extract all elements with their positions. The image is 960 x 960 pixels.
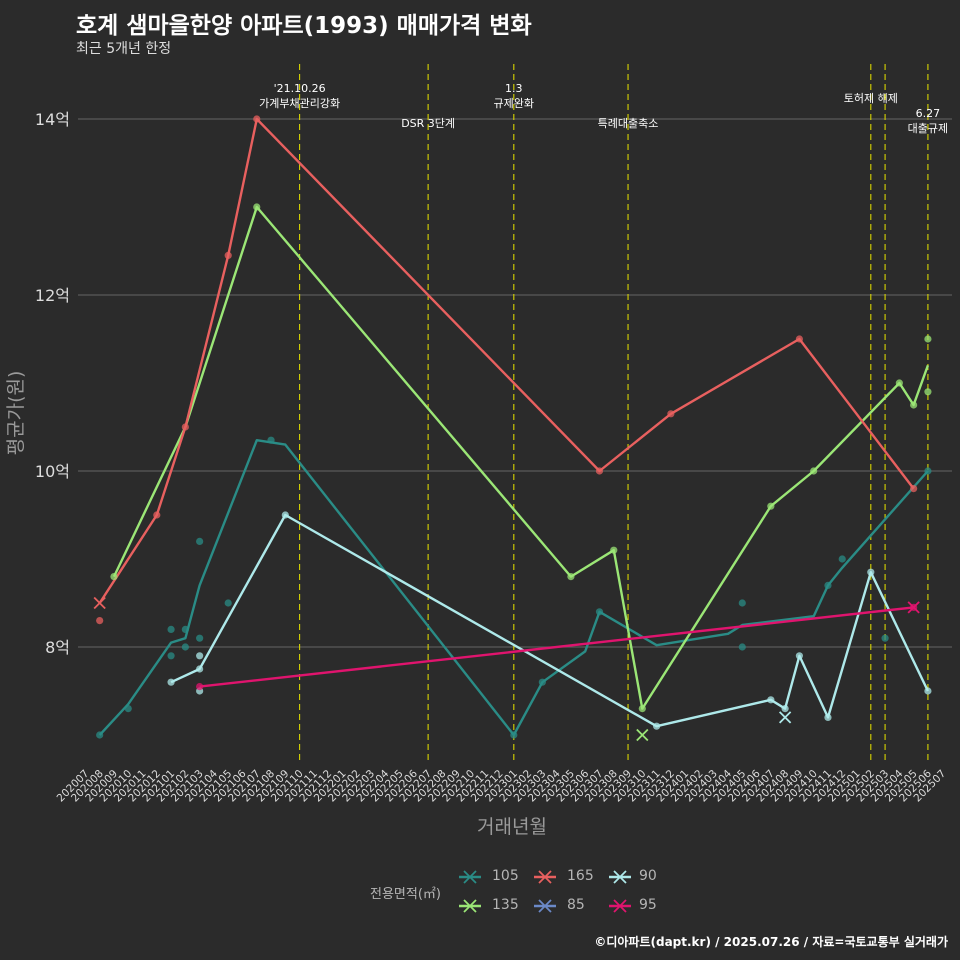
data-point-105 <box>96 731 104 739</box>
data-point-105 <box>181 643 189 651</box>
data-point-90 <box>867 568 875 576</box>
event-label: 6.27 <box>916 107 941 120</box>
x-mark-95 <box>907 601 920 614</box>
data-point-90 <box>196 652 204 660</box>
x-mark-stroke-135 <box>636 728 649 742</box>
data-point-135 <box>924 335 932 343</box>
data-point-105 <box>738 643 746 651</box>
data-point-105 <box>510 731 518 739</box>
data-point-165 <box>667 410 675 418</box>
data-point-135 <box>110 573 118 581</box>
data-point-105 <box>267 436 275 444</box>
data-point-135 <box>810 467 818 475</box>
legend-key-x-85 <box>538 899 552 913</box>
series-line-105 <box>98 439 929 737</box>
data-point-135 <box>910 401 918 409</box>
event-label: 대출규제 <box>908 122 948 135</box>
data-point-105 <box>224 599 232 607</box>
data-point-135 <box>610 546 618 554</box>
y-tick-label: 12억 <box>35 286 70 305</box>
data-point-95 <box>196 683 204 691</box>
legend-label-95: 95 <box>639 897 657 913</box>
data-point-105 <box>838 555 846 563</box>
data-point-105 <box>196 537 204 546</box>
data-point-90 <box>281 511 289 519</box>
data-point-165 <box>153 511 161 519</box>
data-point-105 <box>881 634 889 642</box>
data-point-165 <box>96 617 104 625</box>
legend-label-135: 135 <box>492 897 519 913</box>
data-point-135 <box>253 203 261 211</box>
y-tick-label: 8억 <box>45 638 70 657</box>
data-point-90 <box>781 705 789 713</box>
x-mark-stroke-165 <box>93 596 106 610</box>
legend-key-x-165 <box>538 870 552 884</box>
data-point-90 <box>924 687 932 695</box>
series-line-95 <box>199 606 914 688</box>
x-mark-165 <box>93 596 106 610</box>
y-tick-label: 10억 <box>35 462 70 481</box>
x-mark-135 <box>636 728 649 742</box>
data-point-165 <box>181 423 189 431</box>
data-point-90 <box>167 678 175 686</box>
data-point-165 <box>224 251 232 259</box>
x-mark-stroke-90 <box>778 711 792 724</box>
x-mark-90 <box>778 711 792 724</box>
data-point-135 <box>638 705 646 713</box>
legend-label-85: 85 <box>567 897 585 913</box>
legend-label-105: 105 <box>492 868 519 884</box>
data-point-165 <box>253 115 261 123</box>
event-label: '21.10.26 <box>274 82 326 95</box>
y-axis-title: 평균가(원) <box>5 371 27 456</box>
series-line-135 <box>112 205 930 710</box>
data-point-105 <box>124 705 132 713</box>
series-line-90 <box>170 513 929 728</box>
data-point-105 <box>196 634 204 642</box>
event-label: 가계부채관리강화 <box>259 97 340 110</box>
data-point-90 <box>653 722 661 730</box>
data-point-135 <box>767 502 775 510</box>
chart-subtitle: 최근 5개년 한정 <box>76 41 172 57</box>
chart-title: 호계 샘마을한양 아파트(1993) 매매가격 변화 <box>76 13 532 39</box>
legend-key-x-105 <box>463 870 477 884</box>
event-label: 규제완화 <box>494 97 534 110</box>
data-point-105 <box>738 599 746 607</box>
y-tick-label: 14억 <box>35 110 70 129</box>
x-mark-stroke-95 <box>907 601 920 614</box>
legend-key-x-90 <box>613 870 627 884</box>
data-point-165 <box>595 467 604 475</box>
data-point-90 <box>824 713 832 722</box>
data-point-135 <box>895 379 903 387</box>
data-point-105 <box>924 467 932 475</box>
data-point-105 <box>181 625 189 634</box>
event-label: 1.3 <box>505 82 523 95</box>
data-point-135 <box>924 388 932 396</box>
data-point-90 <box>795 652 804 660</box>
data-point-165 <box>910 485 918 493</box>
data-point-105 <box>824 581 832 590</box>
data-point-90 <box>196 665 204 673</box>
legend-key-x-135 <box>463 899 477 913</box>
event-label: 특례대출축소 <box>598 117 659 130</box>
data-point-135 <box>567 573 575 581</box>
data-point-165 <box>795 335 804 343</box>
legend-key-x-95 <box>613 899 627 913</box>
data-point-105 <box>595 608 604 616</box>
legend-label-165: 165 <box>567 868 594 884</box>
legend-label-90: 90 <box>639 868 657 884</box>
event-label: DSR 3단계 <box>401 117 455 130</box>
data-point-90 <box>767 696 775 704</box>
data-point-105 <box>167 625 175 634</box>
data-point-105 <box>167 652 175 660</box>
legend-title: 전용면적(㎡) <box>370 887 441 902</box>
x-axis-title: 거래년월 <box>477 816 547 838</box>
data-point-105 <box>538 678 546 686</box>
event-label: 토허제 해제 <box>844 91 898 105</box>
chart-caption: ©디아파트(dapt.kr) / 2025.07.26 / 자료=국토교통부 실… <box>594 935 948 949</box>
